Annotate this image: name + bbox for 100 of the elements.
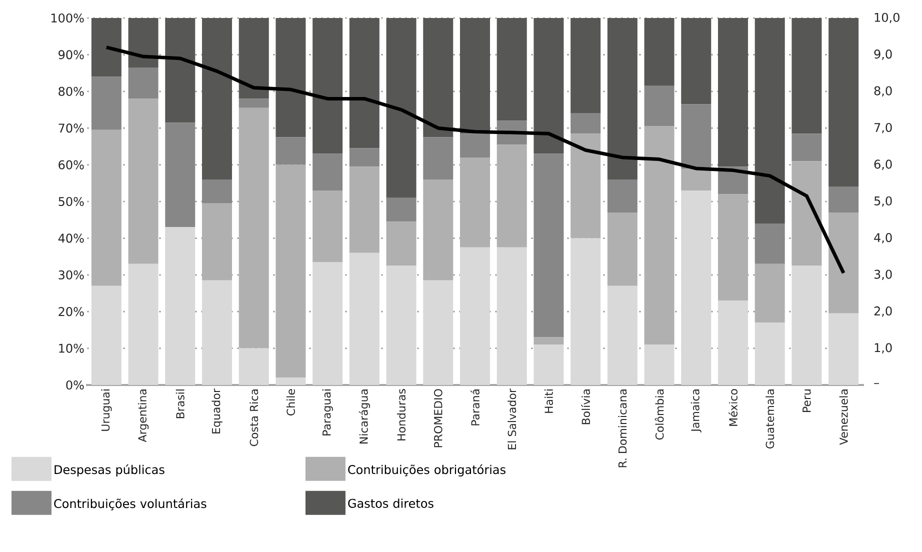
bar xyxy=(202,179,232,204)
bar xyxy=(644,18,674,86)
y-tick-label: 10% xyxy=(59,344,84,353)
y2-tick-label: 2,0 xyxy=(874,306,892,317)
bar xyxy=(165,18,196,123)
bar xyxy=(128,98,158,264)
bar xyxy=(202,280,232,385)
y-tick-label: 40% xyxy=(58,234,84,243)
bar xyxy=(570,18,601,114)
bar xyxy=(312,18,343,154)
x-tick-label: El Salvador xyxy=(508,388,516,450)
x-tick-label: Nicarágua xyxy=(358,390,370,444)
x-tick-label: Jamaica xyxy=(690,390,702,432)
bar xyxy=(607,18,638,180)
x-tick-label: Costa Rica xyxy=(250,390,258,446)
line-series xyxy=(104,46,846,275)
bar xyxy=(754,264,785,323)
y2-tick-label: 4,0 xyxy=(874,233,892,244)
bar xyxy=(423,137,454,180)
bar xyxy=(754,224,785,264)
x-tick-label: Peru xyxy=(802,390,811,412)
bar xyxy=(312,154,343,190)
bar xyxy=(496,144,527,248)
bar xyxy=(718,194,748,301)
bar xyxy=(534,18,564,154)
bar xyxy=(607,286,638,385)
bar xyxy=(681,168,712,190)
bar xyxy=(128,18,158,68)
bar xyxy=(128,264,158,385)
y2-tick-label: 6,0 xyxy=(874,160,892,170)
bar xyxy=(754,322,785,385)
bar xyxy=(386,266,416,385)
bar xyxy=(423,179,454,280)
x-tick-label: Honduras xyxy=(397,389,406,440)
x-tick-label: Colômbia xyxy=(654,390,664,440)
x-tick-label: Venezuela xyxy=(839,390,848,445)
y2-tick-label: 1,0 xyxy=(874,343,892,354)
y2-tick-label: 3,0 xyxy=(874,270,892,280)
bar xyxy=(165,227,196,385)
bar xyxy=(128,68,158,99)
bar xyxy=(276,164,306,378)
bar xyxy=(607,212,638,286)
bar xyxy=(165,122,196,228)
bar xyxy=(828,212,859,314)
bar xyxy=(644,86,674,126)
bar xyxy=(644,126,674,345)
y-tick-label: 50% xyxy=(58,196,84,206)
x-tick-label: R. Dominicana xyxy=(618,390,627,468)
y2-tick-label: – xyxy=(874,383,879,384)
legend-label: Contribuições voluntárias xyxy=(54,498,206,510)
bar xyxy=(570,238,601,385)
bar xyxy=(681,190,712,385)
bar xyxy=(349,148,380,167)
bar xyxy=(349,18,380,148)
bar xyxy=(238,18,269,99)
bar xyxy=(91,130,122,286)
bar xyxy=(460,18,490,134)
bar xyxy=(91,18,122,77)
bar xyxy=(570,113,601,134)
bar xyxy=(792,161,822,266)
x-tick-label: Argentina xyxy=(138,390,149,442)
y-tick-label: 20% xyxy=(58,307,84,316)
bar xyxy=(607,179,638,212)
y2-tick-label: 9,0 xyxy=(874,50,892,60)
x-tick-label: Guatemala xyxy=(766,390,774,448)
bar xyxy=(238,98,269,108)
bar xyxy=(386,198,416,222)
y-tick-label: 100% xyxy=(51,13,84,23)
legend-label: Contribuições obrigatórias xyxy=(348,464,506,476)
bar xyxy=(91,286,122,385)
bar xyxy=(238,108,269,348)
bar xyxy=(460,134,490,158)
bar xyxy=(681,18,712,104)
x-tick-label: PROMEDIO xyxy=(434,389,442,448)
bar xyxy=(276,378,306,385)
bar xyxy=(460,157,490,248)
bar xyxy=(276,137,306,165)
bar xyxy=(312,262,343,385)
bar xyxy=(386,222,416,266)
bar xyxy=(792,134,822,162)
bar xyxy=(202,18,232,180)
bar xyxy=(423,18,454,138)
x-tick-label: Equador xyxy=(212,388,222,434)
bar xyxy=(276,18,306,138)
bar xyxy=(460,247,490,385)
x-tick-label: Uruguai xyxy=(101,390,112,431)
x-tick-label: Brasil xyxy=(176,390,184,418)
bar xyxy=(681,104,712,168)
x-tick-label: México xyxy=(728,389,738,426)
y2-tick-label: 10,0 xyxy=(874,12,900,24)
bar xyxy=(718,300,748,385)
bar xyxy=(312,190,343,262)
bar xyxy=(718,18,748,167)
x-tick-label: Haiti xyxy=(544,390,553,413)
x-tick-label: Chile xyxy=(286,389,295,416)
y2-tick-label: 8,0 xyxy=(874,86,892,97)
bar xyxy=(423,280,454,385)
legend-label: Gastos diretos xyxy=(348,498,434,508)
bar xyxy=(349,252,380,385)
bar xyxy=(828,186,859,212)
